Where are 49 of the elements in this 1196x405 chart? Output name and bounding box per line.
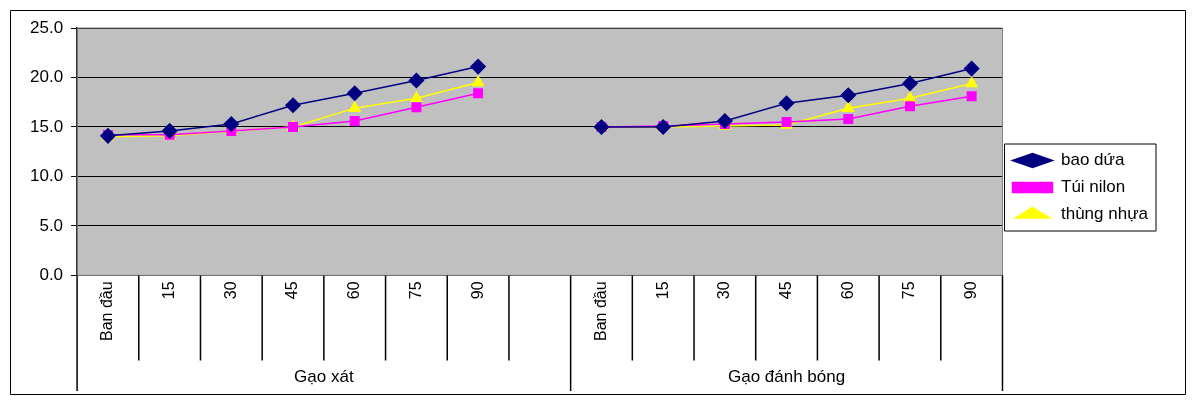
- x-tick-label: 90: [962, 281, 980, 300]
- x-tick-label: Ban đầu: [591, 281, 609, 341]
- point: [223, 116, 240, 132]
- x-tick-label: 15: [653, 281, 671, 300]
- point: [349, 116, 360, 127]
- legend-label: Túi nilon: [1060, 177, 1126, 197]
- point: [411, 102, 422, 113]
- point: [470, 58, 486, 75]
- point: [902, 75, 918, 92]
- x-tick-label: 60: [345, 281, 363, 300]
- point: [346, 85, 363, 102]
- x-tick-label: 30: [715, 281, 733, 300]
- x-tick-label: 75: [900, 281, 918, 300]
- point: [473, 88, 484, 99]
- y-tick-label: 5.0: [39, 215, 64, 235]
- y-tick-label: 10.0: [29, 166, 64, 186]
- text: Gạo xát: [294, 367, 354, 387]
- x-tick-label: 45: [283, 281, 301, 300]
- text: Gạo đánh bóng: [727, 367, 846, 387]
- x-tick-label: 30: [221, 281, 239, 300]
- y-tick-label: 0.0: [39, 265, 64, 285]
- x-tick-label: 15: [160, 281, 178, 300]
- point: [843, 114, 854, 125]
- y-tick-label: 20.0: [29, 67, 64, 87]
- point: [472, 75, 485, 87]
- x-tick-label: 75: [406, 281, 424, 300]
- point: [966, 91, 977, 102]
- point: [655, 119, 671, 135]
- legend-label: bao dứa: [1060, 150, 1125, 170]
- point: [842, 101, 855, 112]
- y-tick-label: 25.0: [29, 17, 64, 37]
- point: [965, 76, 978, 88]
- point: [963, 60, 980, 77]
- x-tick-label: 45: [776, 281, 794, 300]
- x-tick-label: 60: [838, 281, 856, 300]
- point: [161, 123, 178, 139]
- point: [778, 95, 795, 111]
- point: [904, 91, 916, 103]
- point: [840, 87, 857, 104]
- x-tick-label: Ban đầu: [98, 281, 116, 341]
- point: [717, 113, 733, 129]
- point: [904, 101, 915, 112]
- point: [348, 101, 361, 112]
- y-tick-label: 15.0: [29, 116, 64, 136]
- point: [408, 72, 425, 89]
- point: [285, 97, 301, 113]
- x-tick-label: 90: [468, 281, 486, 300]
- point: [410, 91, 423, 103]
- legend-label: thùng nhựa: [1060, 204, 1149, 224]
